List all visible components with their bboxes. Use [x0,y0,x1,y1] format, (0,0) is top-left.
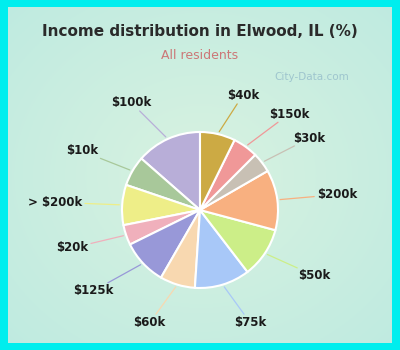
Wedge shape [200,140,255,210]
Wedge shape [161,210,200,288]
Wedge shape [141,132,200,210]
Text: $60k: $60k [134,287,176,329]
Wedge shape [200,132,234,210]
Text: $20k: $20k [56,236,124,254]
Text: City-Data.com: City-Data.com [275,72,349,82]
Text: > $200k: > $200k [28,196,119,209]
Wedge shape [122,185,200,225]
Text: $10k: $10k [66,145,130,170]
Wedge shape [124,210,200,245]
Text: $40k: $40k [219,89,259,132]
Text: $30k: $30k [264,132,326,161]
Text: $50k: $50k [267,254,330,282]
Text: $75k: $75k [224,287,266,329]
Wedge shape [195,210,248,288]
Wedge shape [200,210,275,272]
Wedge shape [126,159,200,210]
Text: All residents: All residents [162,49,238,62]
Wedge shape [130,210,200,278]
Wedge shape [200,155,268,210]
Text: $100k: $100k [111,96,166,137]
Text: $125k: $125k [74,265,141,297]
Text: Income distribution in Elwood, IL (%): Income distribution in Elwood, IL (%) [42,25,358,40]
Wedge shape [200,171,278,230]
Text: $150k: $150k [248,107,309,145]
Text: $200k: $200k [280,188,357,201]
